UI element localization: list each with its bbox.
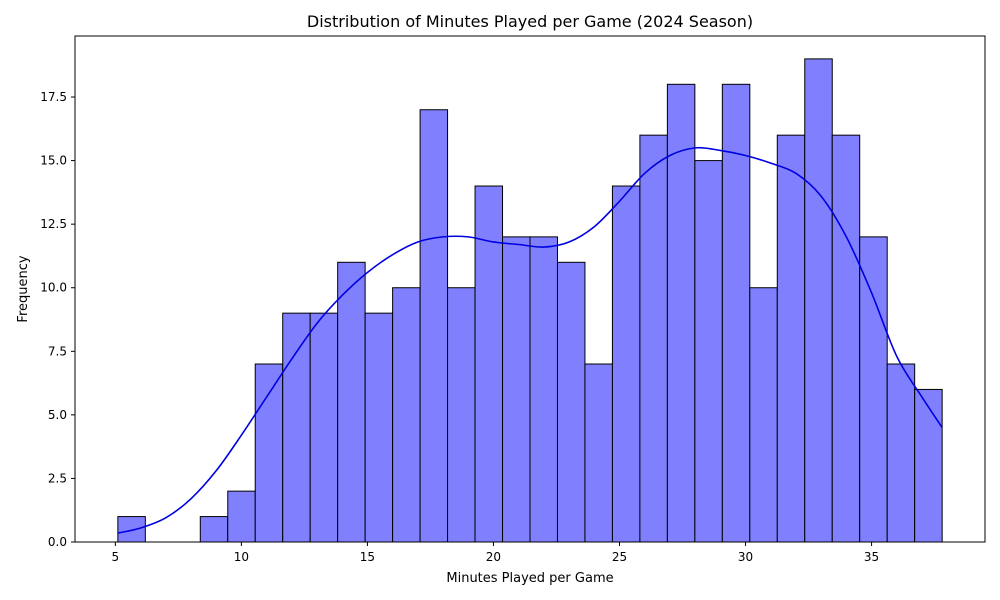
histogram-bar [282,312,311,543]
histogram-bar [254,363,284,543]
x-tick-label: 10 [234,550,249,564]
y-tick-label: 0.0 [48,535,67,549]
y-tick-label: 17.5 [40,90,67,104]
y-tick-label: 10.0 [40,281,67,295]
histogram-bar [639,134,668,543]
histogram-bar [694,160,723,543]
histogram-bar [914,388,943,543]
histogram-bar [474,185,504,543]
x-tick-label: 25 [612,550,627,564]
x-tick-label: 35 [864,550,879,564]
histogram-bar [556,261,586,543]
histogram-bar [337,261,366,543]
x-tick-label: 30 [738,550,753,564]
histogram-bar [419,109,449,543]
histogram-bar [199,516,229,543]
y-tick-label: 2.5 [48,471,67,485]
histogram-bar [721,83,751,543]
y-tick-label: 7.5 [48,344,67,358]
histogram-bar [804,58,833,543]
histogram-bar [364,312,394,543]
y-tick-label: 12.5 [40,217,67,231]
x-tick-label: 15 [360,550,375,564]
histogram-bar [502,236,531,543]
x-tick-label: 5 [112,550,120,564]
histogram-bar [886,363,916,543]
histogram-bar [392,287,421,543]
histogram-bar [447,287,476,543]
x-axis-ticks: 5 10 15 20 25 30 35 [112,542,879,564]
histogram-bar [831,134,861,543]
histogram-bar [666,83,696,543]
histogram-bar [776,134,806,543]
x-tick-label: 20 [486,550,501,564]
histogram-bar [584,363,613,543]
x-axis-label: Minutes Played per Game [446,571,613,586]
histogram-bar [859,236,888,543]
histogram-bars [117,58,943,543]
histogram-bar [227,490,256,543]
y-axis-label: Frequency [16,255,31,322]
y-axis-ticks: 0.0 2.5 5.0 7.5 10.0 12.5 15.0 17.5 [40,90,75,549]
plot-frame [74,35,986,543]
histogram-bar [309,312,339,543]
histogram-bar [117,516,146,543]
y-tick-label: 15.0 [40,154,67,168]
kde-curve-group [117,146,943,534]
kde-curve [117,146,943,534]
chart-title: Distribution of Minutes Played per Game … [307,12,753,31]
histogram-bar [749,287,778,543]
y-tick-label: 5.0 [48,408,67,422]
histogram-bar [611,185,641,543]
histogram-bar [529,236,558,543]
